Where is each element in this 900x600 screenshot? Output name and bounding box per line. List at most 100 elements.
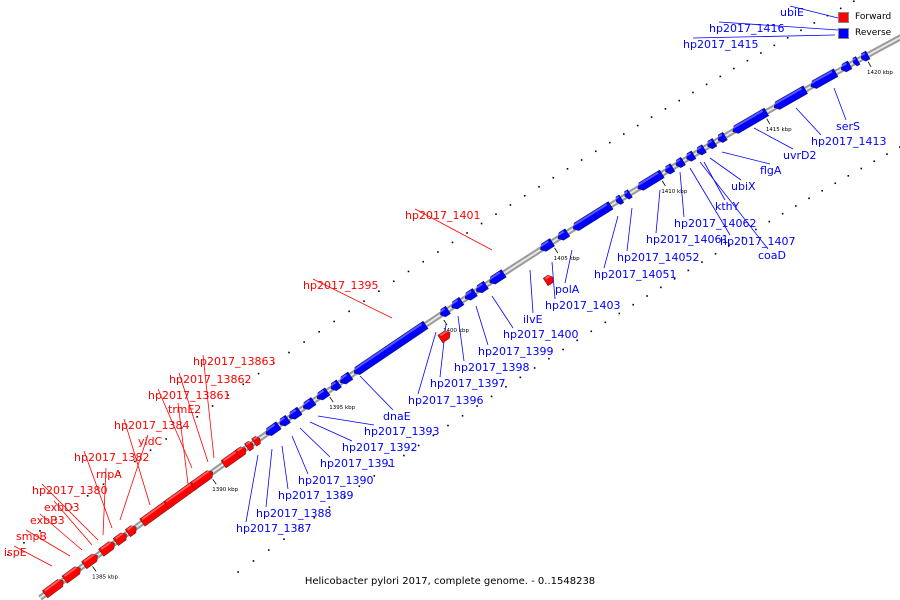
track-dot xyxy=(328,506,331,508)
gene-highlight xyxy=(236,446,243,452)
gene-label: hp2017_1407 xyxy=(720,235,795,248)
track-dot xyxy=(701,261,703,263)
gene-arrow xyxy=(557,228,571,241)
gene-highlight xyxy=(252,436,258,441)
gene-highlight xyxy=(44,579,60,592)
track-dot xyxy=(71,506,73,509)
gene-label: hp2017_13862 xyxy=(169,373,251,386)
track-dot xyxy=(705,83,708,86)
scale-tick-label: 1400 kbp xyxy=(443,328,469,334)
label-leader xyxy=(692,34,836,39)
gene-arrow xyxy=(615,194,625,205)
gene-glyph xyxy=(330,379,342,391)
track-dot xyxy=(594,150,597,153)
track-dot xyxy=(632,303,634,306)
gene-label: exbB3 xyxy=(30,514,65,527)
gene-highlight xyxy=(83,553,95,563)
gene-arrow xyxy=(861,50,871,62)
gene-glyph xyxy=(244,440,254,452)
gene-arrow xyxy=(637,169,665,191)
track-dot xyxy=(786,36,789,39)
track-dot xyxy=(273,362,275,364)
gene-arrow xyxy=(773,85,808,110)
reverse-swatch xyxy=(838,27,849,39)
gene-label: hp2017_1398 xyxy=(454,361,529,374)
label-leader xyxy=(655,189,661,234)
label-leader xyxy=(417,331,437,395)
track-dot xyxy=(622,133,625,135)
scale-tick xyxy=(554,247,559,254)
label-leader xyxy=(177,402,189,485)
gene-highlight xyxy=(191,470,210,484)
track-dot xyxy=(548,357,550,360)
track-dot xyxy=(646,295,648,297)
track-dot xyxy=(86,495,89,497)
backbone-highlight xyxy=(39,36,900,599)
gene-highlight xyxy=(330,381,336,387)
gene-highlight xyxy=(810,70,833,84)
label-leader xyxy=(281,445,289,490)
gene-glyph xyxy=(706,138,718,150)
legend-item-forward: Forward xyxy=(838,9,891,25)
gene-label: hp2017_14052 xyxy=(617,251,699,264)
gene-arrow xyxy=(98,541,115,557)
gene-label: hp2017_1382 xyxy=(74,451,149,464)
gene-label: hp2017_1413 xyxy=(811,135,886,148)
track-dot xyxy=(437,251,439,253)
track-dot xyxy=(590,330,593,333)
gene-highlight xyxy=(664,165,670,170)
scale-ticks: 1385 kbp 1390 kbp 1395 kbp 1400 kbp 1405 kbp… xyxy=(92,61,893,580)
track-dot xyxy=(678,99,681,102)
gene-glyph xyxy=(489,269,507,285)
gene-highlight xyxy=(773,87,803,105)
gene-arrow xyxy=(279,414,291,427)
gene-highlight xyxy=(288,409,297,416)
track-dot xyxy=(55,518,57,520)
label-leader xyxy=(491,295,514,329)
scale-tick-label: 1385 kbp xyxy=(92,574,118,580)
gene-label: hp2017_1389 xyxy=(278,489,353,502)
gene-highlight xyxy=(165,480,196,503)
gene-highlight xyxy=(840,62,847,68)
gene-glyph xyxy=(265,421,282,436)
track-dot xyxy=(741,236,744,239)
gene-glyph xyxy=(439,305,451,318)
gene-glyph xyxy=(437,330,451,344)
label-leader xyxy=(299,427,331,458)
label-leader xyxy=(703,161,726,201)
label-leader xyxy=(529,269,534,314)
gene-glyph xyxy=(623,189,633,200)
gene-glyph xyxy=(234,446,247,459)
gene-arrow xyxy=(244,440,254,452)
gene-highlight xyxy=(544,275,551,280)
label-leader xyxy=(53,500,93,546)
gene-arrow xyxy=(61,566,81,584)
track-dot xyxy=(407,270,410,273)
gene-arrow xyxy=(489,269,507,285)
label-leader xyxy=(359,375,394,411)
gene-glyph xyxy=(696,144,707,156)
gene-label: flgA xyxy=(760,164,782,177)
gene-glyph xyxy=(288,406,303,420)
label-leader xyxy=(317,415,375,426)
track-dot xyxy=(562,348,564,351)
track-dot xyxy=(692,91,694,94)
label-leader xyxy=(564,249,573,284)
gene-label: serS xyxy=(836,120,860,133)
gene-highlight xyxy=(637,171,659,187)
gene-arrow xyxy=(440,305,451,318)
track-dot xyxy=(604,321,607,324)
gene-glyph xyxy=(637,169,665,191)
track-dot xyxy=(373,475,376,477)
legend-label-forward: Forward xyxy=(855,12,892,22)
gene-arrow xyxy=(464,288,478,301)
track-dot xyxy=(673,278,676,280)
legend-label-reverse: Reverse xyxy=(855,28,892,38)
gene-glyph xyxy=(302,397,317,410)
track-dot xyxy=(847,175,850,177)
track-dot xyxy=(768,220,771,223)
label-leader xyxy=(699,161,769,250)
gene-arrow xyxy=(840,60,853,73)
track-dot xyxy=(461,414,464,417)
gene-highlight xyxy=(439,307,446,313)
